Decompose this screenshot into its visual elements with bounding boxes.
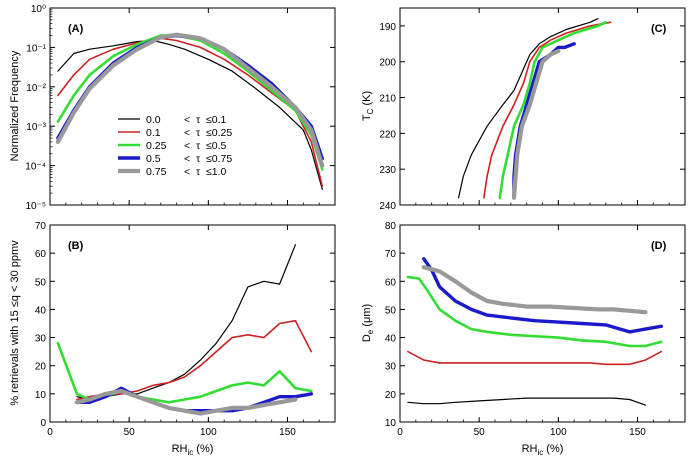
y-tick-label-B: 20 [35, 362, 47, 373]
y-axis-title-A: Normalized Frequency [9, 50, 21, 161]
y-tick-label-A: 10⁻⁴ [25, 162, 46, 173]
y-axis-title-C: TC (K) [361, 91, 375, 121]
y-axis-title-D: De (μm) [361, 304, 375, 342]
series-line-C-0 [458, 18, 599, 199]
y-tick-label-C: 200 [379, 58, 396, 69]
legend-op2-0: ≤0.1 [206, 114, 227, 126]
y-tick-label-B: 50 [35, 277, 47, 288]
x-tick-label-D: 150 [629, 427, 646, 438]
legend-lo-0: 0.0 [146, 114, 161, 126]
y-tick-label-D: 40 [385, 334, 397, 345]
y-tick-label-B: 10 [35, 390, 47, 401]
panel-label-D: (D) [651, 240, 667, 252]
legend-op2-4: ≤1.0 [206, 166, 227, 178]
panel-label-C: (C) [651, 23, 667, 35]
y-tick-label-C: 190 [379, 22, 396, 33]
series-line-D-1 [407, 350, 663, 366]
y-tick-label-D: 20 [385, 390, 397, 401]
x-tick-label-B: 100 [200, 427, 217, 438]
legend-lo-1: 0.1 [146, 127, 161, 139]
legend-lo-3: 0.5 [146, 153, 161, 165]
y-tick-label-C: 210 [379, 94, 396, 105]
panel-frame-D [399, 224, 686, 423]
y-tick-label-A: 10⁻¹ [26, 43, 46, 54]
x-tick-label-D: 50 [474, 427, 486, 438]
y-tick-label-D: 70 [385, 249, 397, 260]
legend-lo-2: 0.25 [146, 140, 167, 152]
legend-op1-3: < [184, 153, 190, 165]
x-axis-title-D: RHic (%) [522, 443, 564, 457]
series-line-C-1 [483, 21, 612, 199]
y-tick-label-A: 10⁰ [31, 4, 46, 15]
y-tick-label-B: 60 [35, 249, 47, 260]
series-line-D-0 [407, 397, 647, 406]
legend-tau-0: τ [196, 114, 201, 126]
y-axis-title-B: % retrievals with 15 ≤q < 30 ppmv [9, 240, 21, 406]
y-tick-label-A: 10⁻² [26, 83, 46, 94]
panel-frame-B [49, 224, 336, 423]
x-tick-label-B: 0 [47, 427, 53, 438]
series-line-B-2 [56, 341, 313, 404]
legend-tau-2: τ [196, 140, 201, 152]
legend-op1-2: < [184, 140, 190, 152]
panel-C: 190 200 210 220 230 240 (C) TC (K) [361, 7, 686, 212]
panel-label-B: (B) [68, 240, 84, 252]
panel-D: 0 50 100 150 10 20 30 40 50 60 70 80 (D) RHic (%) De (… [361, 221, 686, 457]
x-axis-title-B: RHic (%) [172, 443, 214, 457]
series-line-D-4 [421, 265, 648, 315]
series-line-A-4 [55, 32, 325, 168]
series-line-C-2 [498, 20, 608, 200]
series-line-B-1 [76, 319, 313, 401]
series-line-A-0 [57, 39, 323, 190]
y-tick-label-B: 30 [35, 334, 47, 345]
y-tick-label-D: 30 [385, 362, 397, 373]
legend: 0.0 < τ ≤0.1 0.1 < τ ≤0.25 0.25 < τ ≤0.5 0.5 < τ ≤0.75 0… [118, 114, 232, 178]
panel-A: 10⁰ 10⁻¹ 10⁻² 10⁻³ 10⁻⁴ 10⁻⁵ (A) Normalized Fre… [9, 4, 336, 212]
series-line-B-4 [74, 388, 298, 416]
panel-B: 0 50 100 150 0 10 20 30 40 50 60 70 (B) RHic (%) % ret… [9, 221, 336, 457]
x-tick-label-D: 0 [397, 427, 403, 438]
legend-op2-2: ≤0.5 [206, 140, 227, 152]
series-line-D-3 [422, 257, 663, 334]
series-line-D-2 [406, 275, 663, 348]
legend-op2-3: ≤0.75 [206, 153, 232, 165]
y-tick-label-C: 240 [379, 201, 396, 212]
y-tick-label-D: 60 [385, 277, 397, 288]
y-tick-label-D: 10 [385, 418, 397, 429]
y-tick-label-A: 10⁻⁵ [25, 201, 46, 212]
legend-op1-0: < [184, 114, 190, 126]
legend-lo-4: 0.75 [146, 166, 167, 178]
y-tick-label-D: 80 [385, 221, 397, 232]
legend-tau-3: τ [196, 153, 201, 165]
y-tick-label-D: 50 [385, 305, 397, 316]
y-tick-label-C: 220 [379, 129, 396, 140]
x-tick-label-B: 150 [279, 427, 296, 438]
legend-tau-4: τ [196, 166, 201, 178]
y-tick-label-A: 10⁻³ [26, 122, 46, 133]
panel-frame-C [399, 7, 686, 206]
legend-op2-1: ≤0.25 [206, 127, 232, 139]
legend-op1-4: < [184, 166, 190, 178]
y-tick-label-B: 0 [40, 418, 46, 429]
legend-tau-1: τ [196, 127, 201, 139]
x-tick-label-B: 50 [124, 427, 136, 438]
panel-label-A: (A) [68, 23, 84, 35]
legend-op1-1: < [184, 127, 190, 139]
y-tick-label-B: 40 [35, 305, 47, 316]
y-tick-label-C: 230 [379, 165, 396, 176]
x-tick-label-D: 100 [550, 427, 567, 438]
series-line-C-4 [511, 48, 561, 200]
y-tick-label-B: 70 [35, 221, 47, 232]
